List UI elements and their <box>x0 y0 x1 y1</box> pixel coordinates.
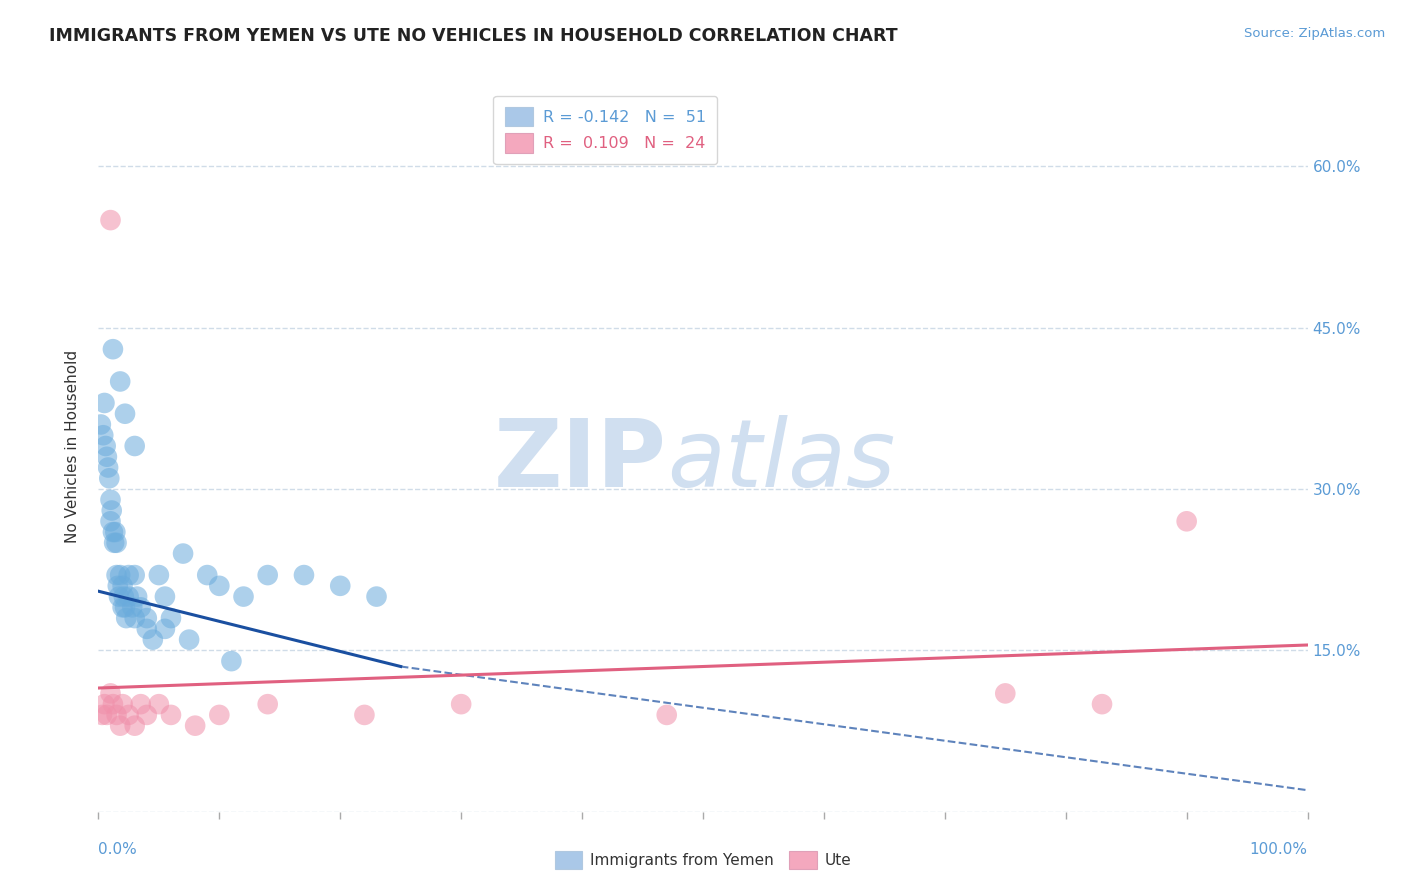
Point <box>96 450 118 464</box>
Point <box>153 622 176 636</box>
Point <box>160 707 183 722</box>
Point <box>124 719 146 733</box>
Point <box>103 536 125 550</box>
Point <box>655 707 678 722</box>
Point <box>104 524 127 539</box>
Point <box>91 428 114 442</box>
Legend: Immigrants from Yemen, Ute: Immigrants from Yemen, Ute <box>548 845 858 875</box>
Point <box>256 697 278 711</box>
Point <box>112 590 135 604</box>
Point <box>292 568 315 582</box>
Point <box>105 536 128 550</box>
Text: 100.0%: 100.0% <box>1250 842 1308 857</box>
Point <box>195 568 218 582</box>
Text: atlas: atlas <box>666 415 896 506</box>
Point <box>105 707 128 722</box>
Point <box>256 568 278 582</box>
Point <box>153 590 176 604</box>
Point <box>135 611 157 625</box>
Point <box>115 611 138 625</box>
Point <box>111 579 134 593</box>
Point <box>208 707 231 722</box>
Y-axis label: No Vehicles in Household: No Vehicles in Household <box>65 350 80 542</box>
Point <box>100 503 122 517</box>
Point <box>93 396 115 410</box>
Legend: R = -0.142   N =  51, R =  0.109   N =  24: R = -0.142 N = 51, R = 0.109 N = 24 <box>494 95 717 164</box>
Point <box>172 547 194 561</box>
Point <box>91 707 114 722</box>
Point <box>108 568 131 582</box>
Point <box>1175 514 1198 528</box>
Point <box>124 611 146 625</box>
Point <box>184 719 207 733</box>
Text: IMMIGRANTS FROM YEMEN VS UTE NO VEHICLES IN HOUSEHOLD CORRELATION CHART: IMMIGRANTS FROM YEMEN VS UTE NO VEHICLES… <box>49 27 898 45</box>
Point <box>994 686 1017 700</box>
Point <box>96 707 118 722</box>
Point <box>114 407 136 421</box>
Point <box>118 707 141 722</box>
Point <box>108 375 131 389</box>
Point <box>124 568 146 582</box>
Point <box>353 707 375 722</box>
Point <box>127 590 149 604</box>
Point <box>129 600 152 615</box>
Point <box>111 600 134 615</box>
Point <box>90 417 112 432</box>
Point <box>105 568 128 582</box>
Point <box>101 342 124 356</box>
Point <box>148 568 170 582</box>
Point <box>93 697 115 711</box>
Point <box>100 213 122 227</box>
Text: Source: ZipAtlas.com: Source: ZipAtlas.com <box>1244 27 1385 40</box>
Point <box>121 600 143 615</box>
Point <box>118 590 141 604</box>
Point <box>100 492 122 507</box>
Point <box>142 632 165 647</box>
Point <box>366 590 388 604</box>
Point <box>129 697 152 711</box>
Point <box>94 439 117 453</box>
Point <box>232 590 254 604</box>
Point <box>111 697 134 711</box>
Point <box>107 579 129 593</box>
Point <box>221 654 243 668</box>
Point <box>1091 697 1114 711</box>
Point <box>135 622 157 636</box>
Point <box>97 460 120 475</box>
Point <box>98 471 121 485</box>
Point <box>100 514 122 528</box>
Point <box>108 719 131 733</box>
Text: ZIP: ZIP <box>494 415 666 507</box>
Point <box>101 697 124 711</box>
Point <box>208 579 231 593</box>
Point <box>114 600 136 615</box>
Point <box>179 632 201 647</box>
Point <box>108 590 131 604</box>
Point <box>329 579 352 593</box>
Point <box>135 707 157 722</box>
Point <box>450 697 472 711</box>
Text: 0.0%: 0.0% <box>98 842 138 857</box>
Point <box>160 611 183 625</box>
Point <box>148 697 170 711</box>
Point <box>100 686 122 700</box>
Point <box>118 568 141 582</box>
Point <box>124 439 146 453</box>
Point <box>101 524 124 539</box>
